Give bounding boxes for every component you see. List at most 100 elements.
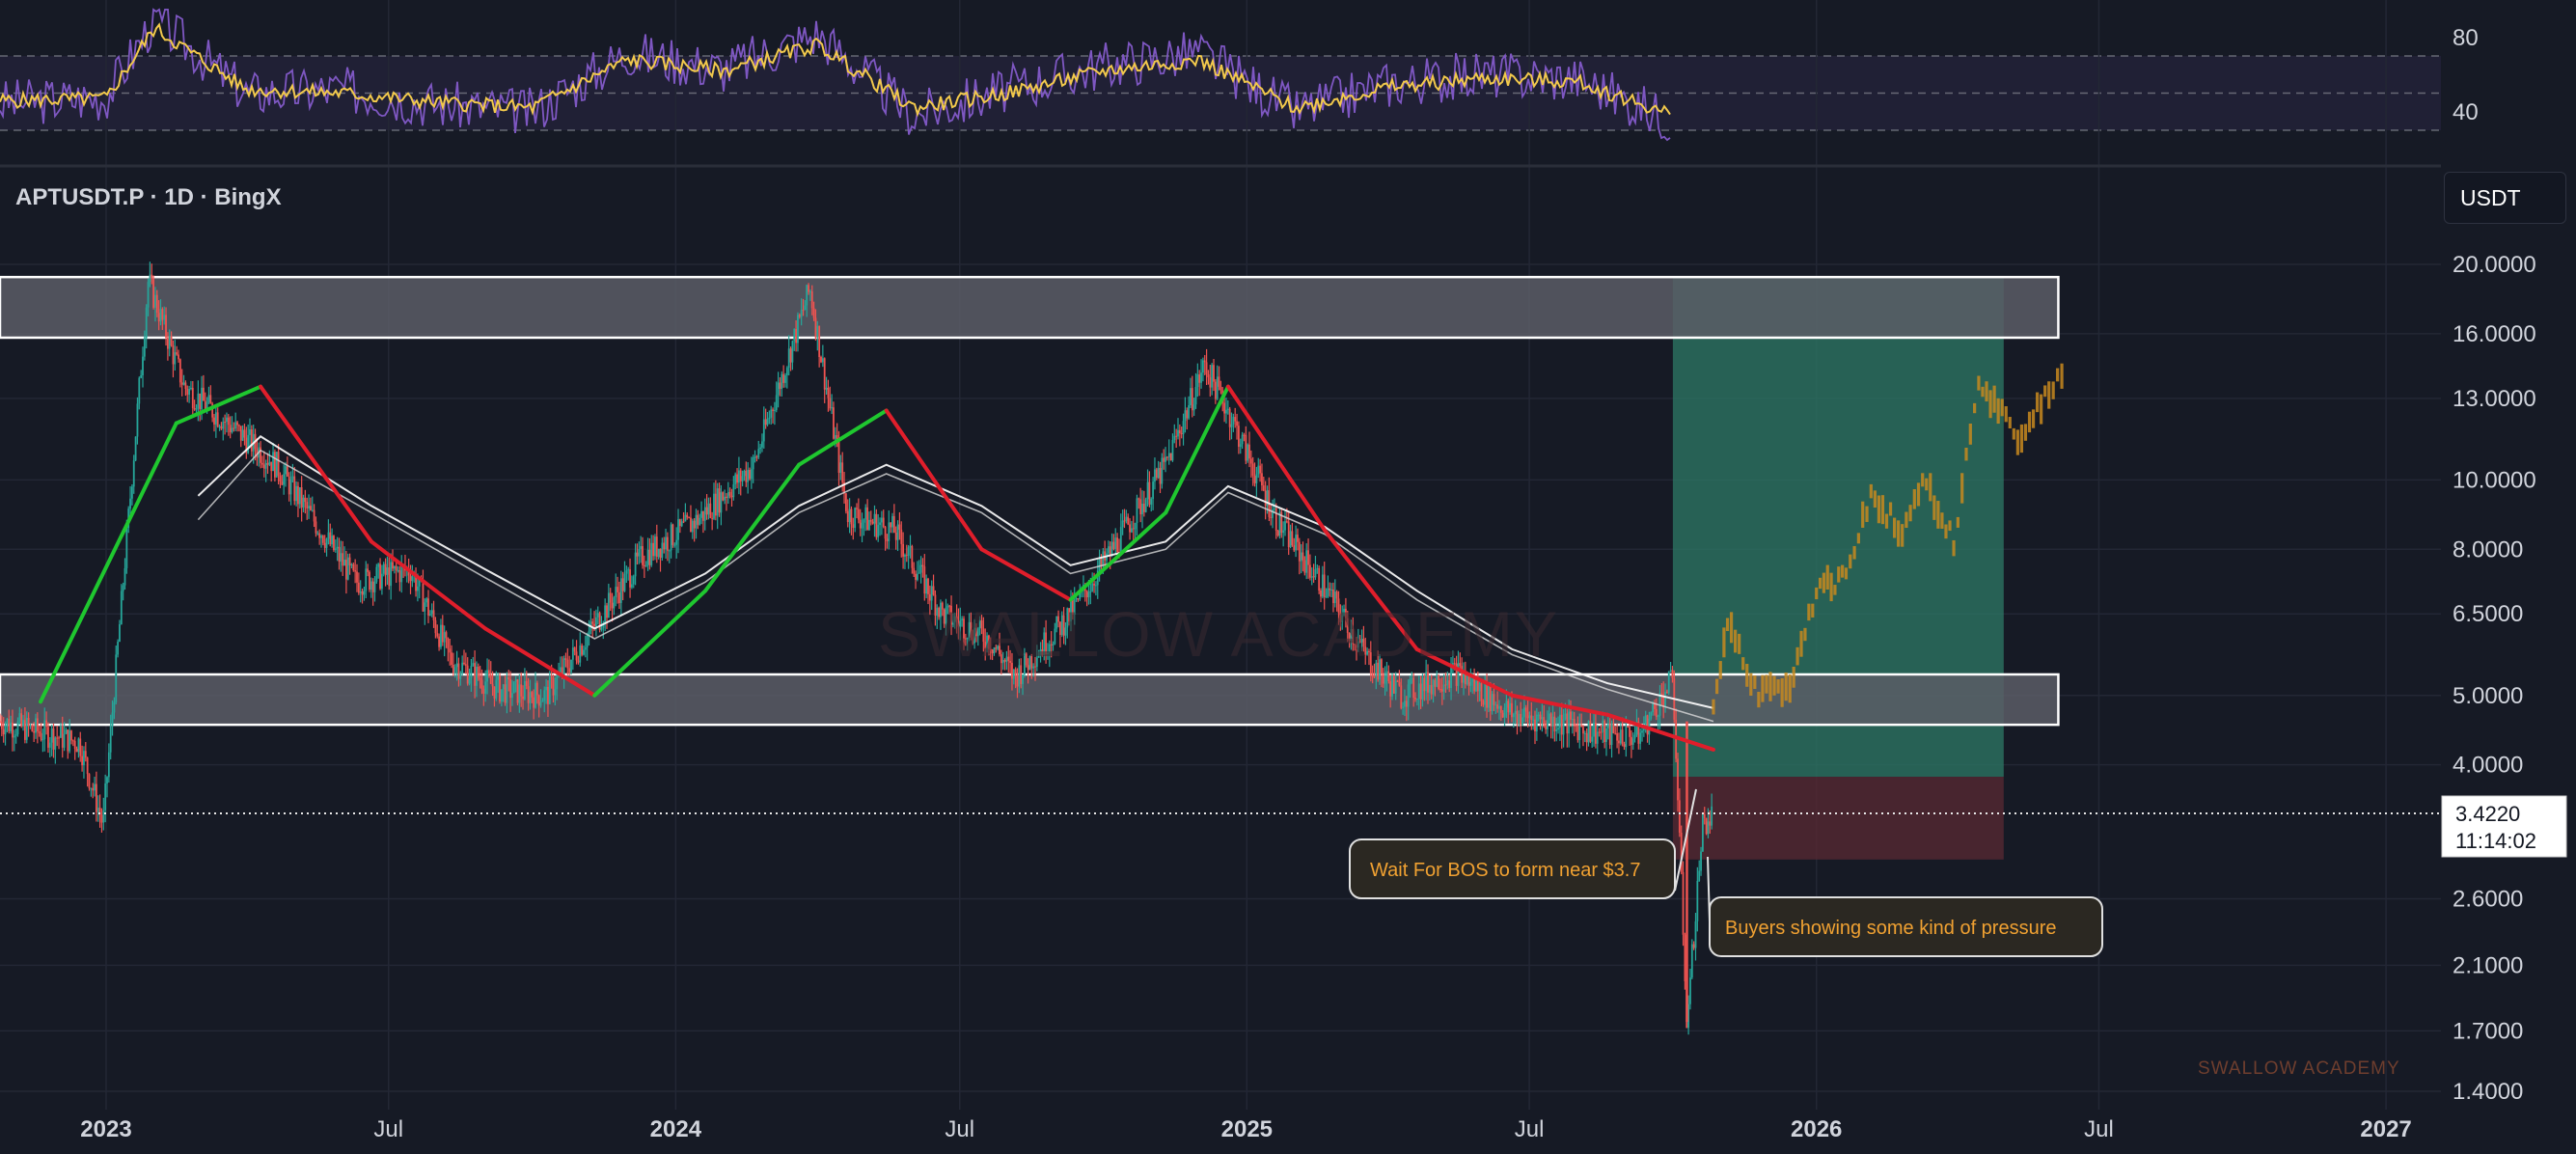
candle-body bbox=[595, 617, 597, 627]
candle-body bbox=[1667, 671, 1670, 694]
candle-body bbox=[1371, 673, 1374, 676]
candle-body bbox=[1702, 813, 1704, 852]
candle-body bbox=[1243, 434, 1246, 436]
candle-body bbox=[1547, 720, 1548, 729]
projection-bar bbox=[1901, 524, 1905, 547]
candle-body bbox=[1652, 703, 1654, 713]
candle-body bbox=[789, 348, 792, 363]
candle-body bbox=[1703, 813, 1706, 818]
candle-body bbox=[88, 774, 91, 788]
projection-bar bbox=[2040, 394, 2043, 425]
candle-body bbox=[120, 591, 123, 625]
projection-bar bbox=[1873, 490, 1877, 508]
candle-body bbox=[1368, 650, 1370, 653]
candle-body bbox=[143, 338, 146, 357]
candle-body bbox=[798, 315, 801, 317]
candle-body bbox=[1011, 662, 1013, 679]
candle-body bbox=[797, 315, 799, 343]
candle-body bbox=[583, 649, 585, 655]
candle-body bbox=[25, 717, 28, 740]
candle-body bbox=[1596, 731, 1599, 744]
candle-body bbox=[224, 422, 226, 424]
candle-body bbox=[1475, 680, 1477, 692]
candle-body bbox=[945, 607, 947, 624]
candle-body bbox=[147, 282, 150, 308]
projection-bar bbox=[1977, 375, 1981, 391]
candle-body bbox=[1434, 679, 1437, 687]
candle-body bbox=[109, 725, 112, 753]
candle-body bbox=[1005, 656, 1008, 662]
candle-body bbox=[77, 738, 80, 753]
callout-buyers-box bbox=[1709, 896, 2103, 957]
candle-body bbox=[705, 507, 708, 515]
candle-body bbox=[596, 613, 599, 618]
candle-body bbox=[1692, 944, 1695, 948]
candle-body bbox=[1282, 530, 1285, 534]
candle-body bbox=[1457, 663, 1460, 686]
candle-body bbox=[1432, 679, 1435, 695]
projection-bar bbox=[1815, 587, 1819, 600]
candle-body bbox=[779, 382, 781, 389]
candle-body bbox=[131, 486, 133, 499]
projection-bar bbox=[1936, 501, 1940, 529]
candle-body bbox=[966, 637, 969, 640]
candle-body bbox=[1112, 541, 1115, 549]
candle-body bbox=[1660, 693, 1663, 695]
candle-body bbox=[757, 449, 760, 458]
candle-body bbox=[1639, 732, 1642, 744]
candle-body bbox=[398, 570, 401, 583]
candle-body bbox=[837, 441, 840, 474]
projection-bar bbox=[1929, 473, 1932, 502]
candle-body bbox=[1530, 715, 1533, 721]
projection-bar bbox=[1799, 630, 1803, 657]
candle-body bbox=[1219, 386, 1222, 391]
candle-body bbox=[418, 577, 421, 587]
candle-body bbox=[1348, 632, 1351, 641]
candle-body bbox=[1382, 673, 1384, 684]
candle-body bbox=[1392, 675, 1395, 694]
candle-body bbox=[793, 329, 796, 342]
candle-body bbox=[975, 627, 977, 637]
candle-body bbox=[686, 514, 689, 518]
projection-bar bbox=[1734, 629, 1738, 653]
currency-button[interactable]: USDT bbox=[2444, 172, 2566, 224]
candle-body bbox=[245, 437, 248, 453]
candle-body bbox=[1307, 550, 1309, 565]
candle-body bbox=[1687, 1003, 1689, 1029]
projection-bar bbox=[1749, 673, 1753, 697]
candle-body bbox=[1027, 665, 1029, 671]
candle-body bbox=[560, 667, 562, 673]
candle-body bbox=[211, 403, 214, 418]
candle-body bbox=[218, 426, 221, 427]
candle-body bbox=[693, 520, 696, 529]
candle-body bbox=[1205, 362, 1208, 375]
projection-bar bbox=[1718, 661, 1722, 679]
candle-body bbox=[100, 814, 103, 823]
candle-body bbox=[529, 692, 532, 703]
candle-body bbox=[1247, 444, 1249, 461]
candle-body bbox=[684, 514, 687, 522]
candle-body bbox=[1192, 404, 1195, 411]
candle-body bbox=[525, 680, 528, 687]
candle-body bbox=[1214, 381, 1217, 399]
candle-body bbox=[1343, 608, 1345, 616]
candle-body bbox=[107, 752, 110, 778]
candle-body bbox=[1100, 559, 1103, 565]
candle-body bbox=[1414, 698, 1416, 700]
candle-body bbox=[1411, 677, 1413, 679]
projection-bar bbox=[2027, 411, 2032, 433]
candle-body bbox=[743, 470, 746, 477]
candle-body bbox=[547, 686, 549, 704]
candle-body bbox=[440, 624, 442, 647]
candle-body bbox=[619, 578, 622, 603]
candle-body bbox=[206, 401, 208, 410]
candle-body bbox=[1091, 583, 1094, 591]
candle-body bbox=[713, 493, 715, 519]
candle-body bbox=[1387, 671, 1390, 682]
candle-body bbox=[650, 542, 653, 565]
candle-body bbox=[1621, 729, 1624, 745]
candle-body bbox=[288, 476, 290, 495]
candle-body bbox=[770, 409, 773, 418]
candle-body bbox=[806, 285, 808, 306]
candle-body bbox=[1469, 681, 1472, 686]
